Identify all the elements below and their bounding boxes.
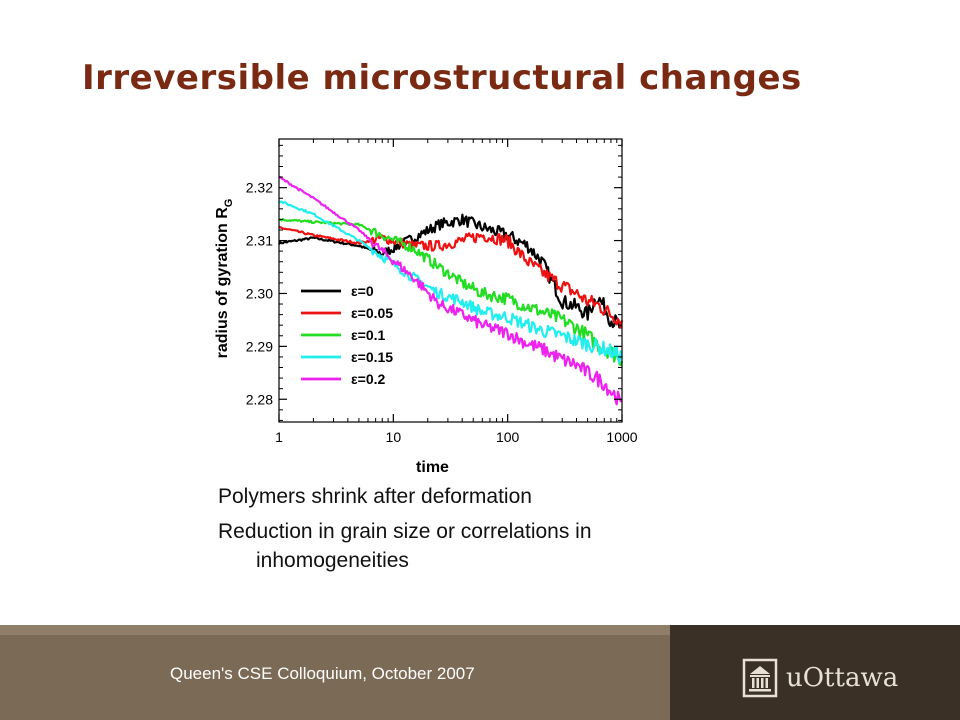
- y-tick-label: 2.32: [246, 180, 273, 196]
- slide-title: Irreversible microstructural changes: [82, 58, 802, 98]
- series-line-3: [279, 200, 624, 364]
- legend-label: ε=0.1: [351, 327, 385, 343]
- bullet-text: Reduction in grain size or correlations …: [218, 520, 592, 543]
- series-line-1: [278, 225, 624, 329]
- y-tick-label: 2.29: [246, 338, 273, 354]
- footer-band: [0, 625, 670, 720]
- x-tick-label: 10: [386, 429, 402, 445]
- legend-label: ε=0.2: [351, 371, 385, 387]
- y-tick-label: 2.28: [246, 391, 273, 407]
- x-axis-label: time: [416, 459, 449, 476]
- bullet-list: Polymers shrink after deformation Reduct…: [218, 482, 738, 581]
- legend-label: ε=0.15: [351, 349, 393, 365]
- footer-logo-panel: [670, 625, 960, 720]
- uottawa-logo: uOttawa: [742, 658, 898, 698]
- building-icon: [742, 658, 778, 698]
- bullet-continuation: inhomogeneities: [256, 549, 409, 572]
- legend-label: ε=0.05: [351, 305, 393, 321]
- y-axis-label-main: radius of gyration R: [214, 207, 231, 359]
- bullet-item: Reduction in grain size or correlations …: [218, 517, 738, 575]
- x-tick-label: 1000: [606, 429, 637, 445]
- series-line-2: [279, 217, 624, 367]
- y-axis-label: radius of gyration RG: [214, 199, 235, 359]
- y-tick-label: 2.31: [246, 233, 273, 249]
- rg-vs-time-chart: 1 10 100 1000 2.28 2.29 2.30 2.31 2.32 time radius…: [214, 138, 638, 476]
- series-line-0: [278, 213, 623, 329]
- footer-text: Queen's CSE Colloquium, October 2007: [170, 664, 475, 683]
- footer-accent-strip: [0, 625, 670, 635]
- plot-frame: [278, 138, 623, 423]
- bullet-item: Polymers shrink after deformation: [218, 482, 738, 511]
- x-tick-label: 1: [275, 429, 283, 445]
- legend-label: ε=0: [351, 283, 374, 299]
- logo-text: uOttawa: [786, 663, 899, 693]
- y-axis-label-subscript: G: [223, 199, 235, 208]
- series-line-4: [278, 175, 623, 406]
- bullet-text: Polymers shrink after deformation: [218, 485, 532, 508]
- x-tick-label: 100: [496, 429, 520, 445]
- y-tick-label: 2.30: [246, 285, 273, 301]
